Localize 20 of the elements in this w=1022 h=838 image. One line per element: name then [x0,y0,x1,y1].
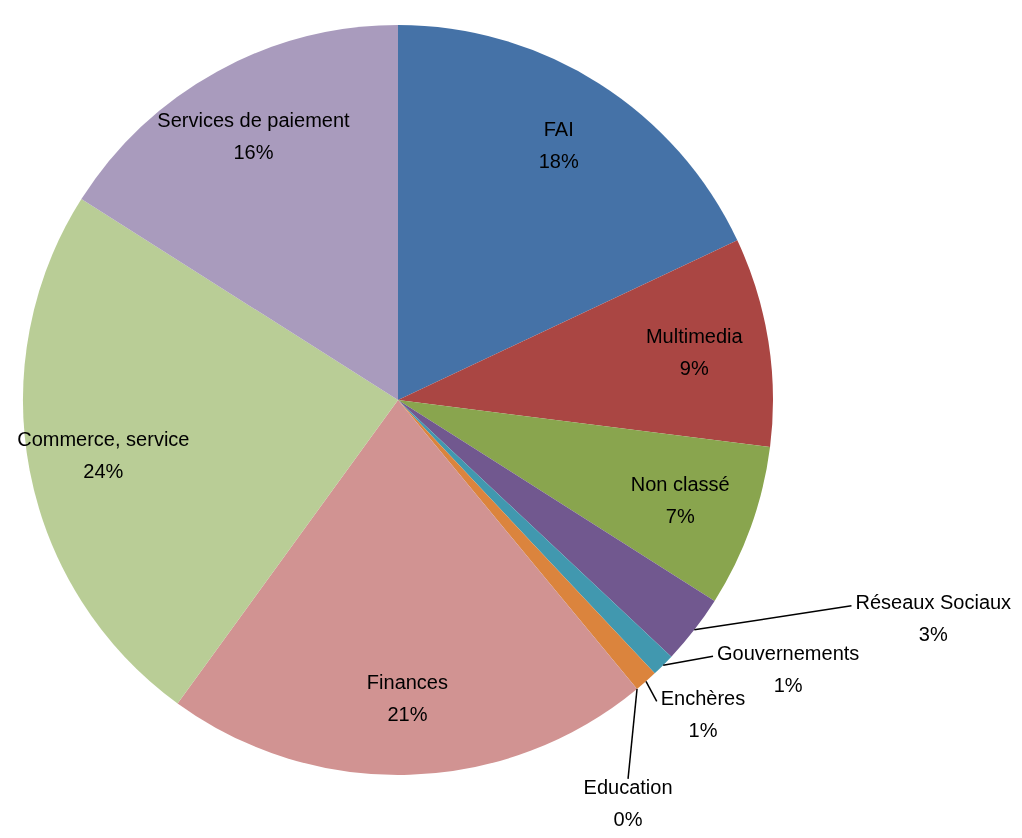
slice-label: Réseaux Sociaux [855,591,1012,614]
slice-label: Multimedia [645,324,744,347]
slice-label: Commerce, service [17,427,190,450]
data-label: 21% [387,703,428,726]
slice-label: Services de paiement [157,108,351,131]
data-label: 18% [538,150,579,173]
data-label: 24% [83,459,124,482]
slice-label: Finances [366,671,448,694]
slice-label: FAI [543,118,574,141]
data-label: 16% [233,140,274,163]
slice-label: Non classé [630,473,730,496]
data-label: 9% [679,356,709,379]
slice-label: Enchères [660,686,746,709]
slice-label: Gouvernements [717,641,860,664]
data-label: 7% [665,505,695,528]
text: 0% [613,808,643,831]
data-label: 1% [688,718,718,741]
category-label: Education [583,776,673,799]
data-label: 1% [773,673,803,696]
data-label: 3% [918,623,948,646]
